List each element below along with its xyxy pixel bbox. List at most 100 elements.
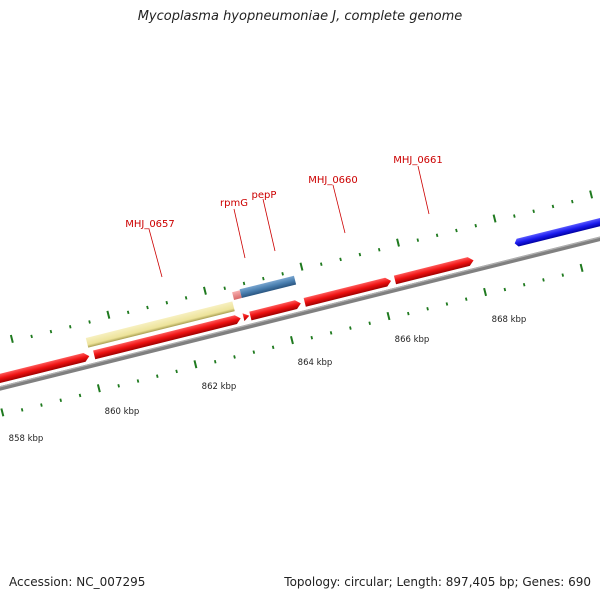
inner-tick-minor <box>329 331 333 335</box>
inner-tick-minor <box>156 374 159 378</box>
gene-labels: MHJ_0657 rpmG pepP MHJ_0660 MHJ_0661 <box>125 155 443 278</box>
inner-tick-minor <box>503 287 507 292</box>
outer-tick-major <box>202 286 207 295</box>
inner-tick-minor <box>426 307 429 311</box>
inner-tick-minor <box>310 335 314 340</box>
outer-tick-minor <box>339 257 342 262</box>
cds-mhj-0657[interactable] <box>93 314 242 360</box>
outer-tick-minor <box>68 325 72 329</box>
inner-tick-major <box>483 287 487 297</box>
outer-tick-minor <box>49 329 53 334</box>
outer-tick-major <box>492 214 497 223</box>
outer-tick-minor <box>416 238 420 242</box>
inner-tick-minor <box>78 393 82 398</box>
genome-band <box>0 190 600 417</box>
inner-tick-minor <box>349 326 352 330</box>
outer-tick-minor <box>377 247 381 252</box>
outer-tick-minor <box>281 272 284 276</box>
label-mhj-0660[interactable]: MHJ_0660 <box>308 175 358 186</box>
outer-tick-minor <box>146 305 149 310</box>
inner-tick-major <box>386 311 391 321</box>
inner-tick-major <box>0 408 5 417</box>
inner-tick-minor <box>59 398 63 403</box>
inner-tick-major <box>579 263 584 273</box>
outer-tick-major <box>106 310 111 319</box>
outer-tick-minor <box>571 199 574 204</box>
outer-tick-minor <box>320 262 323 266</box>
leader-mhj-0660 <box>332 184 346 234</box>
label-mhj-0657[interactable]: MHJ_0657 <box>125 219 175 230</box>
rna-rpmG[interactable] <box>232 290 242 300</box>
backbone-highlight <box>0 223 600 395</box>
outer-tick-minor <box>88 320 91 324</box>
inner-tick-minor <box>233 355 236 359</box>
label-rpmG[interactable]: rpmG <box>220 198 248 209</box>
outer-tick-major <box>9 334 14 343</box>
inner-tick-minor <box>271 345 275 350</box>
inner-tick-minor <box>561 273 565 277</box>
outer-tick-minor <box>358 252 362 257</box>
outer-tick-minor <box>223 286 226 291</box>
inner-tick-major <box>96 384 101 393</box>
outer-tick-minor <box>455 228 458 233</box>
map-title: Mycoplasma hyopneumoniae J, complete gen… <box>137 9 463 24</box>
accession-text: Accession: NC_007295 <box>9 575 146 589</box>
inner-tick-minor <box>542 278 545 282</box>
inner-tick-minor <box>175 369 178 374</box>
outer-tick-minor <box>126 310 130 315</box>
outer-tick-minor <box>184 296 188 300</box>
label-pepP[interactable]: pepP <box>252 190 277 201</box>
outer-tick-major <box>299 262 304 271</box>
feature-yellow-track[interactable] <box>85 301 235 348</box>
outer-tick-minor <box>532 209 535 214</box>
outer-tick-minor <box>474 223 478 228</box>
inner-tick-minor <box>40 403 43 407</box>
inner-tick-major <box>193 360 198 369</box>
scale-label-866: 866 kbp <box>395 335 430 345</box>
features <box>0 210 600 384</box>
inner-tick-minor <box>136 379 140 383</box>
inner-tick-major <box>290 336 294 345</box>
cds-pepP-strand[interactable] <box>249 299 302 321</box>
scale-label-858: 858 kbp <box>9 434 44 444</box>
outer-scale-ticks <box>9 190 594 343</box>
leader-mhj-0657 <box>148 228 163 278</box>
scale-label-864: 864 kbp <box>298 358 333 368</box>
inner-tick-minor <box>445 302 449 306</box>
topology-text: Topology: circular; Length: 897,405 bp; … <box>284 575 591 589</box>
leader-mhj-0661 <box>417 165 430 215</box>
inner-tick-minor <box>407 311 410 316</box>
outer-tick-minor <box>30 334 33 339</box>
cds-reverse-strand[interactable] <box>514 210 600 247</box>
cds-left-partial[interactable] <box>0 352 90 384</box>
inner-scale-ticks <box>0 263 584 417</box>
cds-mhj-0660[interactable] <box>303 277 393 307</box>
label-mhj-0661[interactable]: MHJ_0661 <box>393 155 443 166</box>
scale-labels: 858 kbp 860 kbp 862 kbp 864 kbp 866 kbp … <box>9 315 527 444</box>
genome-backbone <box>0 223 600 398</box>
outer-tick-minor <box>435 233 439 238</box>
outer-tick-major <box>589 190 594 199</box>
feature-pepP[interactable] <box>239 275 297 299</box>
leader-rpmG <box>233 208 246 259</box>
scale-label-862: 862 kbp <box>202 382 237 392</box>
inner-tick-minor <box>522 282 526 287</box>
cds-small-rpmG[interactable] <box>242 312 251 322</box>
inner-tick-minor <box>20 408 24 412</box>
outer-tick-minor <box>165 300 169 305</box>
outer-tick-minor <box>551 204 555 209</box>
inner-tick-minor <box>252 350 256 354</box>
inner-tick-minor <box>117 384 120 388</box>
outer-tick-minor <box>262 276 265 281</box>
inner-tick-minor <box>464 297 468 301</box>
cds-mhj-0661[interactable] <box>393 256 475 285</box>
outer-tick-minor <box>242 281 246 286</box>
inner-tick-minor <box>368 321 371 326</box>
outer-tick-minor <box>513 214 516 218</box>
outer-tick-major <box>396 238 400 247</box>
inner-tick-minor <box>213 359 217 364</box>
scale-label-868: 868 kbp <box>492 315 527 325</box>
leader-pepP <box>262 198 276 252</box>
scale-label-860: 860 kbp <box>105 407 140 417</box>
